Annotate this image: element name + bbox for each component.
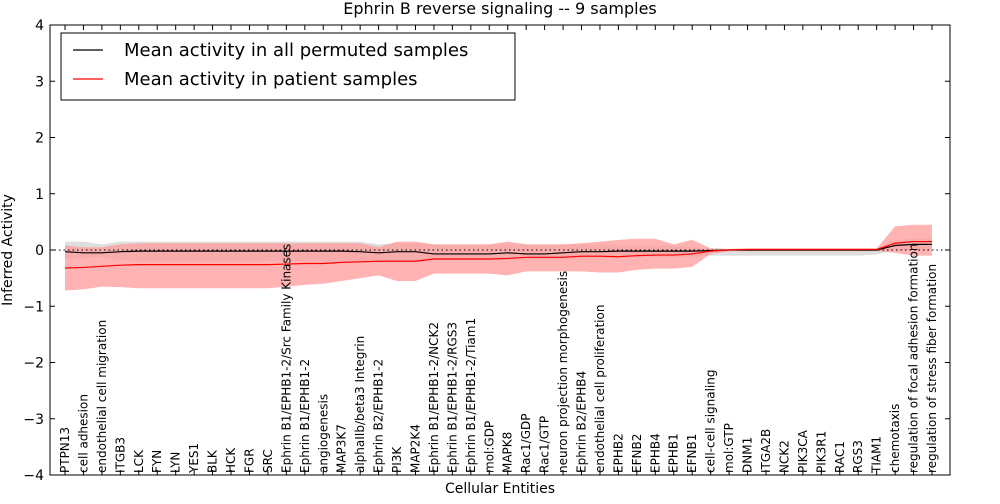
x-tick-label: Rac1/GDP [519,414,533,473]
x-tick-label: MAPK8 [501,432,515,473]
x-tick-label: LCK [132,449,146,473]
x-tick-label: NCK2 [777,440,791,473]
x-tick-label: cell adhesion [76,394,90,473]
legend-label-1: Mean activity in all permuted samples [124,40,468,61]
x-tick-label: Ephrin B1/EPHB1-2/Src Family Kinases [279,244,293,473]
legend-label-2: Mean activity in patient samples [124,69,418,90]
y-tick-label: 4 [35,18,44,34]
x-tick-label: Rac1/GTP [538,416,552,473]
x-tick-label: EPHB2 [611,433,625,473]
x-tick-label: angiogenesis [316,394,330,473]
x-tick-label: ITGA2B [759,429,773,473]
x-axis-label: Cellular Entities [445,481,555,497]
y-tick-label: −2 [23,356,44,372]
x-tick-label: PI3K [390,446,404,473]
x-tick-label: endothelial cell proliferation [593,305,607,473]
x-tick-label: YES1 [187,443,201,474]
x-tick-label: PTPN13 [58,427,72,473]
x-tick-label: neuron projection morphogenesis [556,271,570,473]
x-tick-label: PIK3CA [796,429,810,473]
x-tick-label: mol:GDP [482,421,496,473]
x-tick-label: mol:GTP [722,423,736,473]
x-tick-label: RGS3 [851,440,865,473]
x-tick-label: DNM1 [741,437,755,473]
y-tick-label: 0 [35,243,44,259]
x-tick-label: chemotaxis [888,404,902,473]
y-tick-label: −4 [23,468,44,484]
x-tick-label: Ephrin B1/EPHB1-2/NCK2 [427,322,441,473]
x-tick-label: TIAM1 [870,436,884,474]
y-tick-label: 2 [35,131,44,147]
x-tick-label: Ephrin B2/EPHB4 [575,371,589,473]
x-tick-label: SRC [261,449,275,473]
x-tick-label: PIK3R1 [814,431,828,473]
x-tick-label: EPHB4 [648,433,662,473]
x-tick-label: regulation of stress fiber formation [925,264,939,473]
y-tick-label: 1 [35,187,44,203]
x-tick-label: ITGB3 [113,437,127,473]
y-axis-label: Inferred Activity [0,194,16,306]
x-tick-label: RAC1 [833,441,847,473]
x-tick-label: FYN [150,450,164,473]
x-tick-label: MAP2K4 [408,424,422,473]
x-tick-label: EFNB2 [630,434,644,473]
series-line-2 [64,240,932,269]
legend-box [60,32,516,101]
x-tick-label: Ephrin B1/EPHB1-2 [298,359,312,473]
x-tick-label: Ephrin B1/EPHB1-2/Tiam1 [464,318,478,473]
x-tick-label: Ephrin B1/EPHB1-2/RGS3 [445,322,459,473]
y-tick-label: −1 [23,299,44,315]
x-tick-label: EPHB1 [667,433,681,473]
x-tick-label: cell-cell signaling [704,370,718,474]
x-tick-label: alphaIIb/beta3 Integrin [353,336,367,473]
x-tick-label: Ephrin B2/EPHB1-2 [372,359,386,473]
y-tick-label: 3 [35,74,44,90]
chart-title: Ephrin B reverse signaling -- 9 samples [343,0,657,18]
x-tick-label: endothelial cell migration [95,320,109,473]
x-tick-label: EFNB1 [685,434,699,473]
x-tick-label: MAP3K7 [335,424,349,473]
confidence-band-2 [65,224,932,291]
x-tick-label: BLK [206,449,220,473]
y-tick-label: −3 [23,412,44,428]
x-tick-label: FGR [242,448,256,473]
x-tick-label: HCK [224,447,238,473]
x-tick-label: regulation of focal adhesion formation [907,244,921,473]
x-tick-label: LYN [169,452,183,473]
